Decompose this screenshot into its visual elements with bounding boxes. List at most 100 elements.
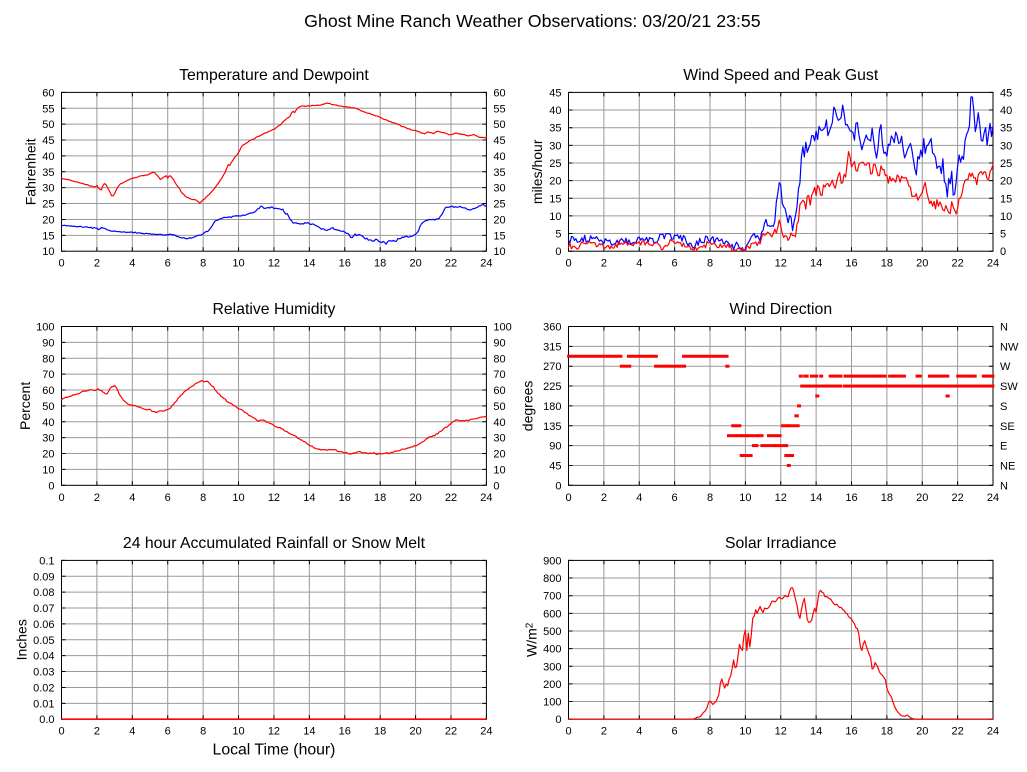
svg-text:10: 10 xyxy=(1000,211,1012,223)
svg-text:8: 8 xyxy=(200,726,206,738)
svg-text:NE: NE xyxy=(1000,460,1015,472)
svg-text:100: 100 xyxy=(36,322,54,334)
svg-text:10: 10 xyxy=(42,464,54,476)
svg-text:40: 40 xyxy=(42,151,54,163)
svg-text:35: 35 xyxy=(493,167,505,179)
svg-text:20: 20 xyxy=(409,492,421,504)
svg-text:Ghost Mine Ranch Weather Obser: Ghost Mine Ranch Weather Observations: 0… xyxy=(304,11,761,31)
svg-text:24: 24 xyxy=(480,726,492,738)
svg-text:2: 2 xyxy=(601,492,607,504)
svg-text:22: 22 xyxy=(951,492,963,504)
svg-text:N: N xyxy=(1000,322,1008,334)
svg-text:10: 10 xyxy=(42,246,54,258)
svg-text:800: 800 xyxy=(543,573,561,585)
svg-text:20: 20 xyxy=(549,176,561,188)
svg-text:8: 8 xyxy=(707,726,713,738)
svg-text:8: 8 xyxy=(707,492,713,504)
svg-text:10: 10 xyxy=(739,258,751,270)
svg-text:0.08: 0.08 xyxy=(33,587,54,599)
svg-text:45: 45 xyxy=(493,135,505,147)
svg-text:N: N xyxy=(1000,480,1008,492)
svg-text:45: 45 xyxy=(1000,87,1012,99)
svg-text:20: 20 xyxy=(493,214,505,226)
svg-text:15: 15 xyxy=(493,230,505,242)
svg-text:22: 22 xyxy=(445,726,457,738)
svg-text:270: 270 xyxy=(543,361,561,373)
svg-text:24: 24 xyxy=(480,258,492,270)
svg-text:0: 0 xyxy=(48,480,54,492)
svg-text:30: 30 xyxy=(549,140,561,152)
svg-text:16: 16 xyxy=(339,258,351,270)
svg-text:20: 20 xyxy=(1000,176,1012,188)
svg-text:14: 14 xyxy=(303,258,315,270)
svg-text:360: 360 xyxy=(543,322,561,334)
svg-text:E: E xyxy=(1000,441,1007,453)
svg-text:4: 4 xyxy=(129,726,135,738)
svg-text:16: 16 xyxy=(845,726,857,738)
svg-text:0.03: 0.03 xyxy=(33,667,54,679)
svg-text:4: 4 xyxy=(129,492,135,504)
svg-text:Wind Direction: Wind Direction xyxy=(729,301,832,318)
svg-text:50: 50 xyxy=(42,401,54,413)
svg-text:10: 10 xyxy=(739,492,751,504)
svg-text:Local Time (hour): Local Time (hour) xyxy=(213,742,336,759)
svg-text:Solar Irradiance: Solar Irradiance xyxy=(725,535,837,552)
svg-text:12: 12 xyxy=(775,258,787,270)
svg-text:10: 10 xyxy=(739,726,751,738)
svg-text:30: 30 xyxy=(42,433,54,445)
svg-text:20: 20 xyxy=(409,258,421,270)
svg-text:25: 25 xyxy=(549,158,561,170)
svg-text:20: 20 xyxy=(916,258,928,270)
svg-text:24: 24 xyxy=(987,258,999,270)
svg-text:0.07: 0.07 xyxy=(33,603,54,615)
svg-text:Relative Humidity: Relative Humidity xyxy=(212,301,335,318)
svg-text:60: 60 xyxy=(42,385,54,397)
svg-text:35: 35 xyxy=(1000,123,1012,135)
svg-text:25: 25 xyxy=(493,199,505,211)
svg-text:300: 300 xyxy=(543,661,561,673)
svg-text:4: 4 xyxy=(636,492,642,504)
svg-text:degrees: degrees xyxy=(520,381,536,432)
svg-text:12: 12 xyxy=(268,492,280,504)
svg-text:90: 90 xyxy=(493,337,505,349)
svg-text:55: 55 xyxy=(42,103,54,115)
svg-text:20: 20 xyxy=(42,449,54,461)
svg-text:8: 8 xyxy=(707,258,713,270)
svg-text:0: 0 xyxy=(58,726,64,738)
svg-text:4: 4 xyxy=(129,258,135,270)
svg-text:18: 18 xyxy=(881,258,893,270)
svg-text:2: 2 xyxy=(94,492,100,504)
svg-text:24: 24 xyxy=(987,492,999,504)
svg-text:200: 200 xyxy=(543,679,561,691)
svg-text:14: 14 xyxy=(810,726,822,738)
svg-text:40: 40 xyxy=(42,417,54,429)
svg-text:30: 30 xyxy=(493,183,505,195)
svg-text:600: 600 xyxy=(543,608,561,620)
svg-text:15: 15 xyxy=(1000,193,1012,205)
svg-text:24: 24 xyxy=(987,726,999,738)
svg-text:2: 2 xyxy=(601,726,607,738)
svg-text:0.06: 0.06 xyxy=(33,619,54,631)
svg-text:SW: SW xyxy=(1000,381,1018,393)
svg-text:0: 0 xyxy=(565,726,571,738)
svg-text:0.04: 0.04 xyxy=(33,651,54,663)
svg-text:2: 2 xyxy=(94,726,100,738)
svg-text:30: 30 xyxy=(1000,140,1012,152)
svg-text:16: 16 xyxy=(339,492,351,504)
svg-text:18: 18 xyxy=(374,258,386,270)
svg-text:8: 8 xyxy=(200,492,206,504)
svg-text:6: 6 xyxy=(672,258,678,270)
svg-text:315: 315 xyxy=(543,341,561,353)
svg-text:0: 0 xyxy=(555,246,561,258)
svg-text:5: 5 xyxy=(1000,229,1006,241)
svg-text:0: 0 xyxy=(493,480,499,492)
svg-text:0: 0 xyxy=(555,714,561,726)
svg-text:50: 50 xyxy=(493,401,505,413)
svg-text:80: 80 xyxy=(493,353,505,365)
svg-text:15: 15 xyxy=(42,230,54,242)
svg-text:400: 400 xyxy=(543,644,561,656)
svg-text:22: 22 xyxy=(951,258,963,270)
svg-text:500: 500 xyxy=(543,626,561,638)
svg-text:0: 0 xyxy=(58,492,64,504)
svg-text:14: 14 xyxy=(810,258,822,270)
